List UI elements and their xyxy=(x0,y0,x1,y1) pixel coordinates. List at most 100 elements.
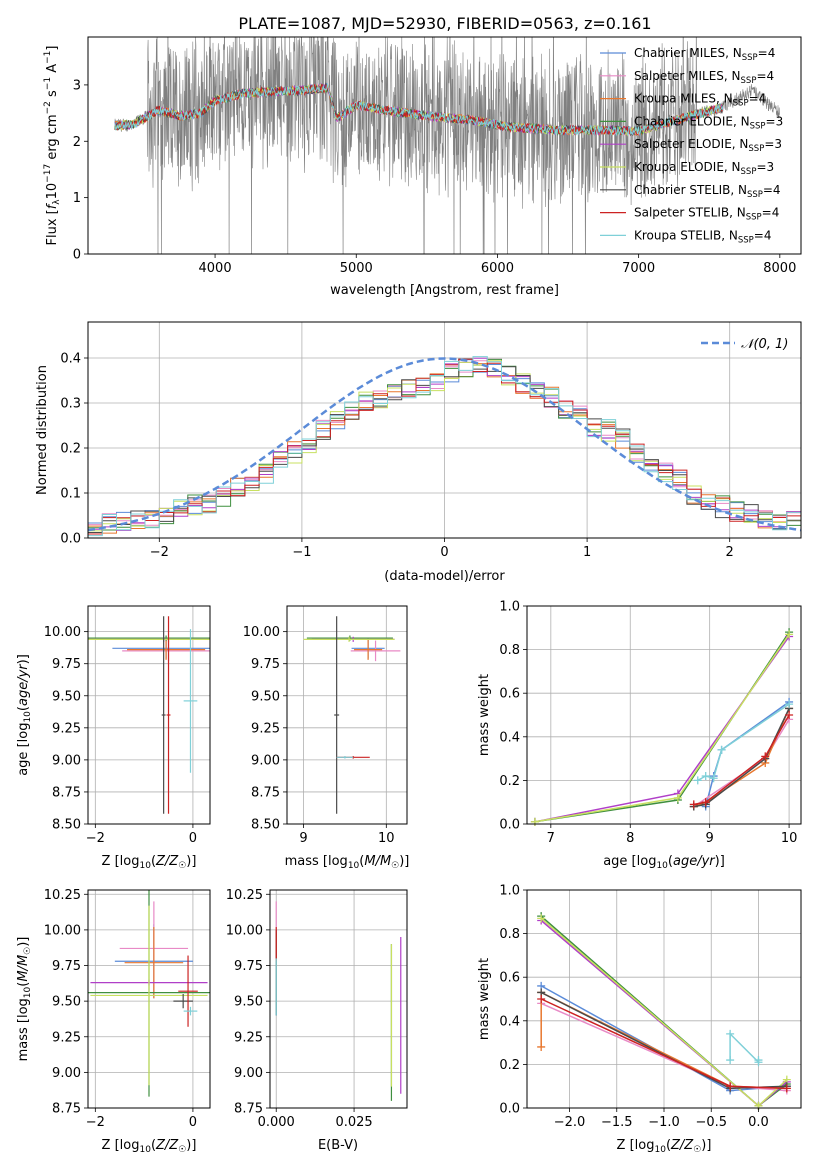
series-marker xyxy=(754,1056,763,1065)
y-tick-label: 0.8 xyxy=(499,927,520,942)
x-tick-label: −1 xyxy=(292,545,311,560)
y-tick-label: 10.25 xyxy=(44,888,81,903)
y-tick-label: 8.75 xyxy=(52,1102,81,1117)
errorbar-point xyxy=(127,639,206,660)
series-marker xyxy=(701,798,710,807)
y-tick-label: 3 xyxy=(73,78,81,93)
errorbar-point xyxy=(350,640,401,662)
y-tick-label: 0.4 xyxy=(499,1014,520,1029)
residuals-ylabel: Normed distribution xyxy=(35,365,50,495)
errorbar-point xyxy=(161,616,166,814)
histogram-series xyxy=(88,356,801,537)
axis-label: Z [log10(Z/Z☉)] xyxy=(617,1138,712,1155)
age-vs-Z-panel: −2 0 8.50 8.75 9.00 9.25 9.50 9.75 10.00 Z [log10… xyxy=(16,605,211,871)
errorbar-point xyxy=(334,616,340,814)
errorbar-point xyxy=(178,955,198,1027)
y-tick-label: 0.1 xyxy=(60,487,81,502)
axes-frame xyxy=(87,605,211,825)
x-tick-label: 4000 xyxy=(199,261,232,276)
series-marker xyxy=(689,800,698,809)
legend-entry: Kroupa ELODIE, NSSP=3 xyxy=(634,160,774,177)
axis-label: Z [log10(Z/Z☉)] xyxy=(102,854,197,871)
x-tick-label: 0 xyxy=(189,831,197,846)
y-tick-label: 0.4 xyxy=(60,352,81,367)
mass-vs-Z-panel: −2 0 8.75 9.00 9.25 9.50 9.75 10.00 10.25 Z [log1… xyxy=(16,888,211,1155)
x-tick-label: 9 xyxy=(706,831,714,846)
y-tick-label: 1 xyxy=(73,191,81,206)
residuals-xlabel: (data-model)/error xyxy=(384,569,505,584)
x-tick-label: 0.025 xyxy=(335,1115,372,1130)
y-tick-label: 0.6 xyxy=(499,971,520,986)
spectrum-xlabel: wavelength [Angstrom, rest frame] xyxy=(330,283,559,298)
y-tick-label: 2 xyxy=(73,135,81,150)
mass-vs-EBV-panel: 0.000 0.025 8.75 9.00 9.25 9.50 9.75 10.00 10.25… xyxy=(226,888,408,1153)
massweight-vs-age-panel: 7 8 9 10 0.0 0.2 0.4 0.6 0.8 1.0 age [log10(age/yr… xyxy=(477,600,802,871)
normal-curve xyxy=(87,357,802,532)
errorbar-point xyxy=(303,636,395,642)
x-tick-label: 0.0 xyxy=(748,1115,769,1130)
series-marker xyxy=(785,700,794,709)
series-marker xyxy=(530,817,539,826)
series-marker xyxy=(537,1042,546,1051)
axis-label: mass weight xyxy=(477,674,492,756)
legend-entry: Chabrier STELIB, NSSP=4 xyxy=(634,183,781,200)
legend-entry: Salpeter STELIB, NSSP=4 xyxy=(634,206,779,223)
x-tick-label: 9 xyxy=(299,831,307,846)
y-tick-label: 9.25 xyxy=(234,1030,263,1045)
axes-frame xyxy=(87,889,211,1109)
x-tick-label: −2 xyxy=(86,1115,105,1130)
x-tick-label: 7000 xyxy=(622,261,655,276)
series-line xyxy=(693,708,790,808)
axes-frame xyxy=(286,605,408,825)
axis-label: E(B-V) xyxy=(318,1138,358,1153)
y-tick-label: 9.00 xyxy=(251,753,280,768)
series-marker xyxy=(537,914,546,923)
axis-label: age [log10(age/yr)] xyxy=(16,654,33,776)
series-marker xyxy=(726,1056,735,1065)
y-tick-label: 0 xyxy=(73,248,81,263)
y-tick-label: 0.6 xyxy=(499,687,520,702)
y-tick-label: 0.0 xyxy=(60,532,81,547)
y-tick-label: 0.0 xyxy=(499,1102,520,1117)
y-tick-label: 9.25 xyxy=(52,721,81,736)
series-marker xyxy=(693,776,702,785)
series-marker xyxy=(785,630,794,639)
y-tick-label: 9.25 xyxy=(52,1030,81,1045)
series-marker xyxy=(717,745,726,754)
x-tick-label: 2 xyxy=(726,545,734,560)
x-tick-label: 7 xyxy=(547,831,555,846)
y-tick-label: 0.2 xyxy=(60,442,81,457)
spectrum-model-line xyxy=(114,83,724,137)
y-tick-label: 10.25 xyxy=(226,888,263,903)
series-line xyxy=(534,633,790,823)
y-tick-label: 9.50 xyxy=(52,689,81,704)
age-vs-mass-panel: 9 10 8.50 8.75 9.00 9.25 9.50 9.75 10.00 mass [lo… xyxy=(243,605,409,871)
y-tick-label: 9.50 xyxy=(52,995,81,1010)
x-tick-label: 8 xyxy=(626,831,634,846)
y-tick-label: 1.0 xyxy=(499,884,520,899)
errorbar-point xyxy=(354,639,383,660)
series-marker xyxy=(761,752,770,761)
x-tick-label: −0.5 xyxy=(695,1115,727,1130)
series-marker xyxy=(726,1082,735,1091)
axes-frame xyxy=(87,36,802,255)
axis-label: mass [log10(M/M☉)] xyxy=(16,937,33,1062)
y-tick-label: 8.75 xyxy=(251,785,280,800)
axis-label: mass weight xyxy=(477,958,492,1040)
y-tick-label: 0.4 xyxy=(499,730,520,745)
y-tick-label: 8.75 xyxy=(234,1102,263,1117)
x-tick-label: 8000 xyxy=(763,261,796,276)
y-tick-label: 9.75 xyxy=(234,959,263,974)
y-tick-label: 1.0 xyxy=(499,600,520,615)
axes-frame xyxy=(269,889,408,1109)
y-tick-label: 9.00 xyxy=(52,753,81,768)
x-tick-label: 0 xyxy=(189,1115,197,1130)
y-tick-label: 0.2 xyxy=(499,1058,520,1073)
y-tick-label: 10.00 xyxy=(226,923,263,938)
y-tick-label: 9.50 xyxy=(251,689,280,704)
axis-label: age [log10(age/yr)] xyxy=(603,854,725,871)
x-tick-label: −1.0 xyxy=(648,1115,680,1130)
spectrum-panel: 4000 5000 6000 7000 8000 0 1 2 3 wavelength [Angs… xyxy=(43,36,802,298)
errorbar-point xyxy=(173,994,193,1009)
